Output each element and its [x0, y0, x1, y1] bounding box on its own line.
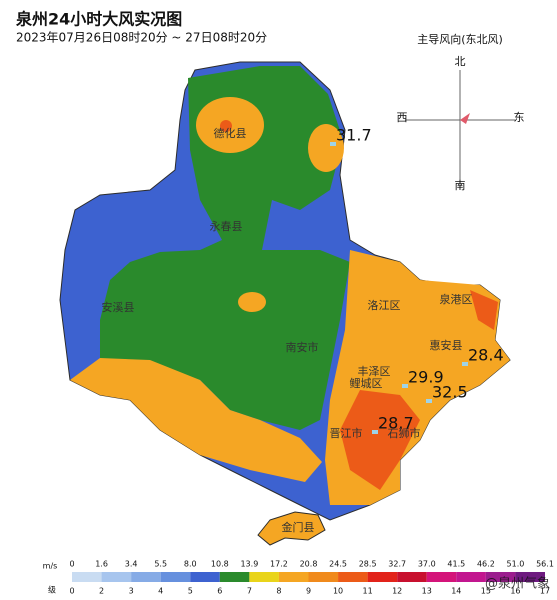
station-value: 29.9 [408, 368, 444, 387]
legend-swatch [426, 572, 457, 582]
compass-title: 主导风向(东北风) [417, 32, 503, 46]
county-label: 南安市 [286, 340, 319, 354]
legend-level: 0 [69, 587, 74, 596]
compass-north: 北 [455, 55, 466, 68]
legend-level: 8 [276, 587, 281, 596]
compass-south: 南 [455, 179, 466, 192]
legend-swatch [131, 572, 161, 582]
legend-speed: 41.5 [447, 560, 465, 569]
region-green [100, 66, 350, 430]
legend-swatch [456, 572, 486, 582]
region-red-dot [220, 120, 232, 132]
compass-west: 西 [397, 111, 408, 124]
station-marker [330, 142, 336, 146]
legend-swatch [249, 572, 279, 582]
station-value: 32.5 [432, 383, 468, 402]
legend-speed: 3.4 [125, 560, 138, 569]
legend-speed: 46.2 [477, 560, 495, 569]
legend-level: 14 [451, 587, 461, 596]
county-label: 丰泽区 [358, 365, 391, 378]
legend-speed: 1.6 [95, 560, 108, 569]
station-value: 31.7 [336, 126, 372, 145]
station-value: 28.7 [378, 414, 414, 433]
legend-speed: 51.0 [507, 560, 525, 569]
legend-swatch [160, 572, 191, 582]
legend-level: 7 [247, 587, 252, 596]
compass [405, 70, 515, 190]
legend-level: 11 [363, 587, 373, 596]
station-value: 28.4 [468, 346, 504, 365]
region-orange-center [238, 292, 266, 312]
legend-speed: 0 [69, 560, 74, 569]
legend-swatch [515, 572, 545, 582]
legend-speed: 56.1 [536, 560, 554, 569]
legend-level: 17 [540, 587, 550, 596]
legend-swatch [72, 572, 102, 582]
title: 泉州24小时大风实况图 [16, 10, 182, 29]
county-label: 鲤城区 [350, 376, 383, 390]
county-label: 永春县 [210, 219, 243, 233]
legend: 0 1.6 3.4 5.5 8.0 10.8 13.9 17.2 20.8 24.5 28.5 32.… [43, 560, 554, 596]
legend-level: 15 [481, 587, 491, 596]
legend-swatch [278, 572, 309, 582]
legend-swatch [308, 572, 339, 582]
legend-level: 16 [510, 587, 520, 596]
region-orange-south [70, 358, 322, 482]
county-label: 晋江市 [330, 426, 363, 440]
region-red [340, 390, 420, 490]
county-label: 安溪县 [102, 300, 135, 314]
county-label: 石狮市 [388, 426, 421, 440]
legend-level: 4 [158, 587, 163, 596]
county-label: 洛江区 [368, 298, 401, 312]
legend-level: 10 [333, 587, 343, 596]
map-regions [59, 61, 511, 546]
legend-swatch [397, 572, 427, 582]
legend-swatch [219, 572, 250, 582]
station-marker [372, 430, 378, 434]
legend-swatch [101, 572, 132, 582]
county-label: 金门县 [282, 520, 315, 534]
subtitle: 2023年07月26日08时20分 ~ 27日08时20分 [16, 31, 267, 45]
legend-swatch [367, 572, 398, 582]
region-orange-north [308, 124, 344, 172]
legend-speed: 24.5 [329, 560, 347, 569]
legend-speed-unit: m/s [43, 562, 58, 571]
legend-speed: 28.5 [359, 560, 377, 569]
legend-level: 2 [99, 587, 104, 596]
legend-speed: 32.7 [388, 560, 406, 569]
legend-level: 13 [422, 587, 432, 596]
legend-speed: 8.0 [184, 560, 197, 569]
legend-speed: 13.9 [240, 560, 258, 569]
legend-level: 5 [188, 587, 193, 596]
legend-speed: 10.8 [211, 560, 229, 569]
county-label: 泉港区 [440, 292, 473, 306]
legend-speed: 17.2 [270, 560, 288, 569]
county-label: 惠安县 [430, 338, 463, 352]
legend-level: 9 [306, 587, 311, 596]
legend-speed: 5.5 [154, 560, 167, 569]
legend-level: 12 [392, 587, 402, 596]
legend-swatch [485, 572, 516, 582]
wind-arrow [460, 113, 470, 124]
station-marker [462, 362, 468, 366]
station-marker [426, 399, 432, 403]
legend-level-unit: 级 [48, 585, 56, 595]
island-kinmen [257, 511, 326, 546]
county-label: 德化县 [214, 126, 247, 140]
station-marker [402, 384, 408, 388]
watermark: @泉州气象 [485, 576, 550, 592]
legend-level: 3 [129, 587, 134, 596]
region-red-ne [470, 290, 498, 330]
legend-swatch [190, 572, 220, 582]
legend-speed: 20.8 [300, 560, 318, 569]
legend-swatch [338, 572, 368, 582]
legend-level: 6 [217, 587, 222, 596]
legend-speed: 37.0 [418, 560, 436, 569]
compass-east: 东 [514, 111, 525, 124]
